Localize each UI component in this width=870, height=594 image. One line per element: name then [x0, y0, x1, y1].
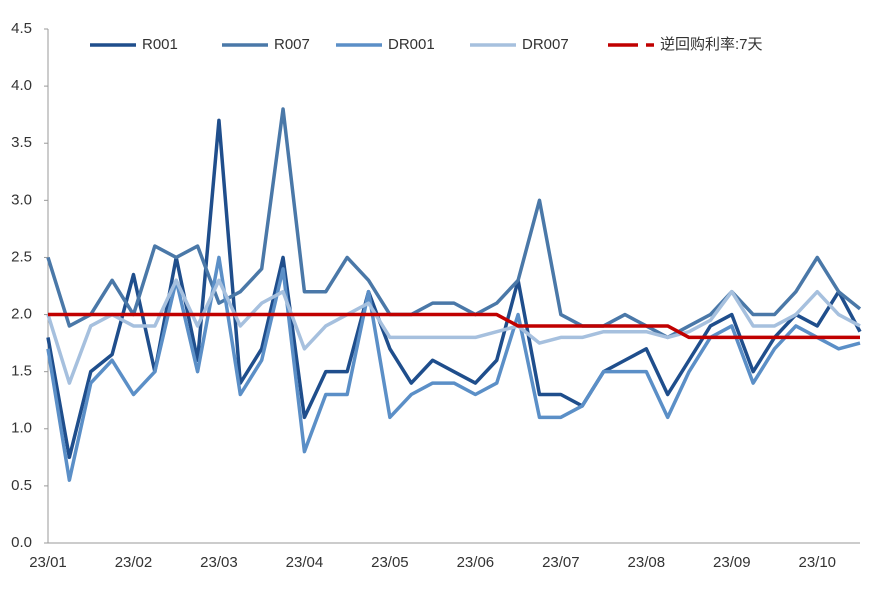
x-tick-label: 23/05 — [371, 554, 409, 571]
x-tick-label: 23/08 — [628, 554, 666, 571]
y-tick-label: 4.5 — [11, 20, 32, 37]
x-tick-label: 23/06 — [457, 554, 495, 571]
x-tick-label: 23/03 — [200, 554, 238, 571]
x-tick-label: 23/04 — [286, 554, 324, 571]
x-tick-label: 23/09 — [713, 554, 751, 571]
series-line — [46, 278, 861, 385]
y-tick-label: 0.0 — [11, 534, 32, 551]
x-tick-label: 23/01 — [29, 554, 67, 571]
legend-label: R001 — [142, 36, 178, 53]
x-tick-label: 23/10 — [798, 554, 836, 571]
legend-label: 逆回购利率:7天 — [660, 36, 763, 53]
series-line — [46, 118, 862, 460]
y-tick-label: 2.5 — [11, 248, 32, 265]
y-tick-label: 1.0 — [11, 420, 32, 437]
x-tick-label: 23/02 — [115, 554, 153, 571]
y-tick-label: 0.5 — [11, 477, 32, 494]
y-tick-label: 3.5 — [11, 134, 32, 151]
y-tick-label: 2.0 — [11, 306, 32, 323]
series-line — [48, 312, 860, 340]
x-tick-label: 23/07 — [542, 554, 580, 571]
legend-label: DR001 — [388, 36, 435, 53]
y-tick-label: 4.0 — [11, 77, 32, 94]
series-line — [46, 255, 861, 482]
legend-label: R007 — [274, 36, 310, 53]
y-tick-label: 1.5 — [11, 363, 32, 380]
legend-label: DR007 — [522, 36, 569, 53]
y-tick-label: 3.0 — [11, 191, 32, 208]
